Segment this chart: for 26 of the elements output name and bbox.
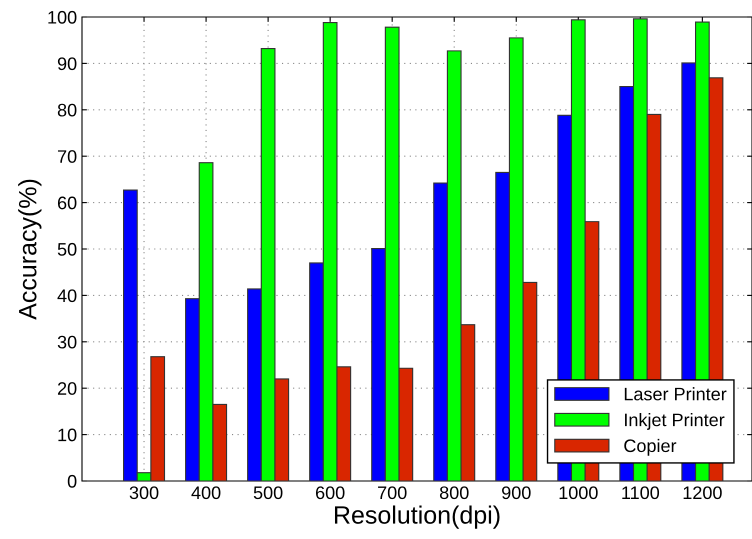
x-tick-label: 700 xyxy=(378,486,407,500)
legend-label: Inkjet Printer xyxy=(625,413,724,430)
y-axis-title: Accuracy(%) xyxy=(18,180,42,320)
y-tick-label: 0 xyxy=(68,474,76,488)
y-tick-label: 80 xyxy=(58,104,76,117)
x-tick-label: 400 xyxy=(191,486,220,500)
y-tick-label: 90 xyxy=(58,57,76,70)
y-tick-label: 20 xyxy=(58,382,76,395)
x-tick-label: 300 xyxy=(130,486,158,500)
y-tick-label: 70 xyxy=(58,150,76,163)
x-tick-label: 1000 xyxy=(560,486,598,500)
y-tick-label: 30 xyxy=(58,336,76,349)
x-tick-label: 600 xyxy=(316,486,345,500)
x-tick-label: 1200 xyxy=(684,486,722,500)
x-tick-label: 900 xyxy=(502,486,531,500)
x-axis-title: Resolution(dpi) xyxy=(334,505,500,529)
legend-label: Copier xyxy=(624,438,676,456)
y-tick-label: 40 xyxy=(57,289,76,302)
legend-label: Laser Printer xyxy=(624,387,726,400)
x-tick-label: 500 xyxy=(254,486,282,500)
x-tick-label: 800 xyxy=(440,486,469,500)
y-tick-label: 50 xyxy=(58,242,76,256)
y-tick-label: 10 xyxy=(58,428,76,442)
y-tick-label: 60 xyxy=(58,196,76,210)
y-tick-label: 100 xyxy=(48,10,76,24)
x-tick-label: 1100 xyxy=(622,486,660,500)
